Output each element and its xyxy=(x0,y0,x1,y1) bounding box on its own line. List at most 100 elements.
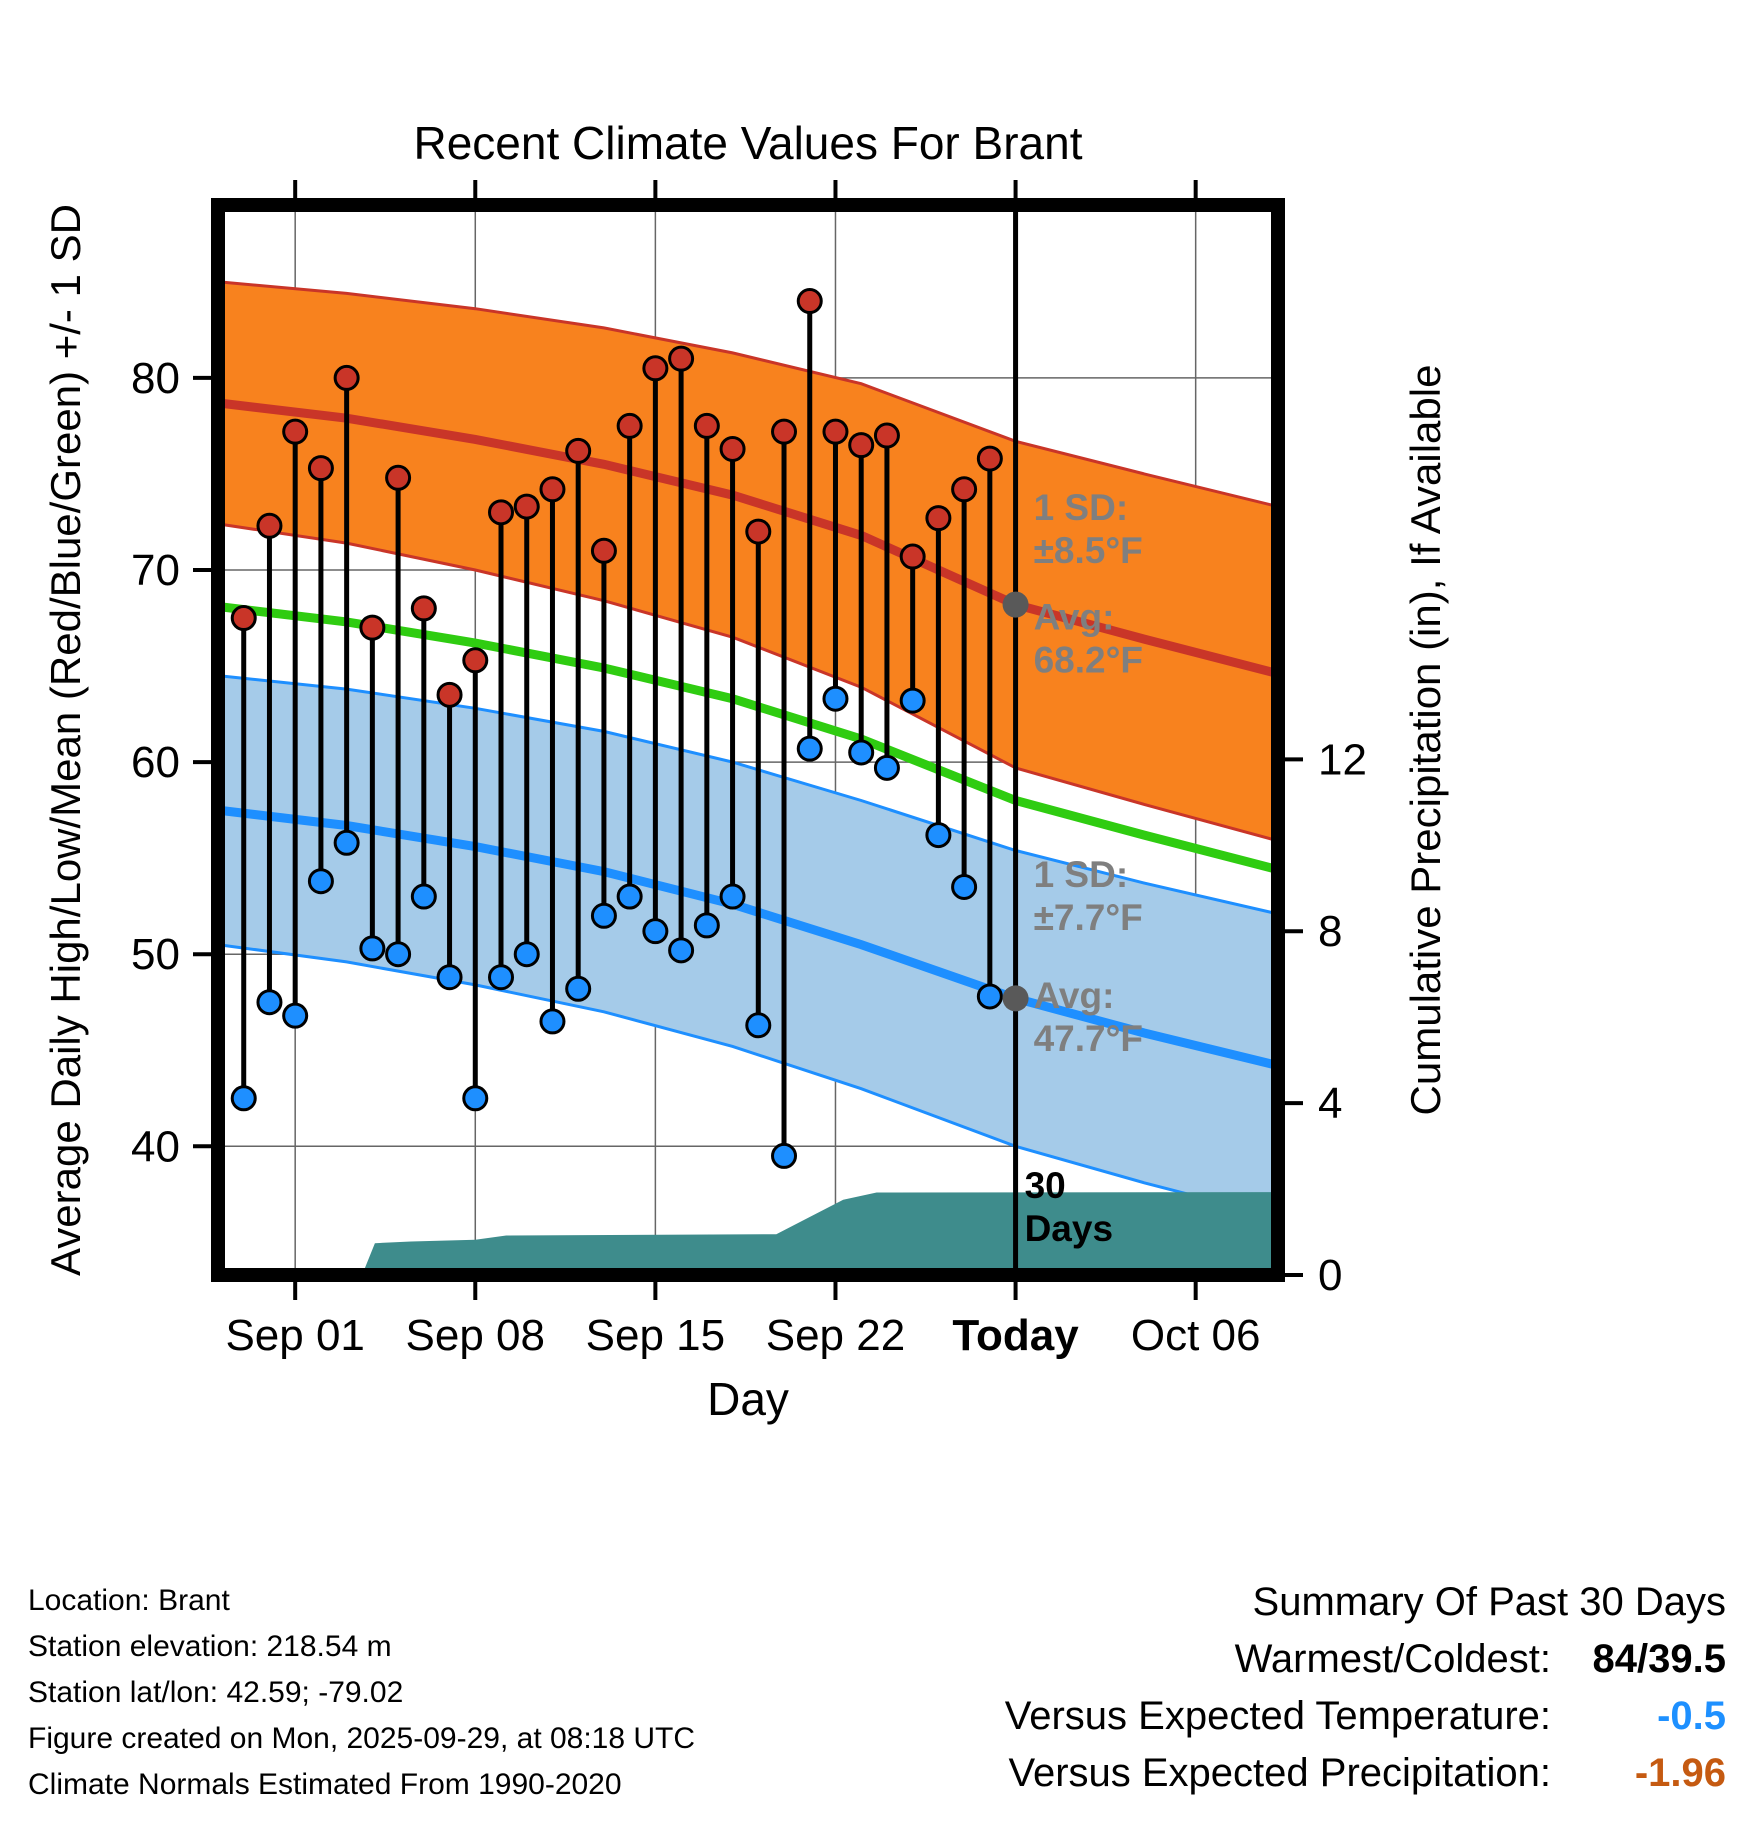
left-axis-title: Average Daily High/Low/Mean (Red/Blue/Gr… xyxy=(42,204,89,1276)
annotation-text: Avg: xyxy=(1034,597,1115,638)
summary-title: Summary Of Past 30 Days xyxy=(1252,1580,1726,1624)
daily-low-dot xyxy=(282,1002,309,1029)
precip-tick-label: 12 xyxy=(1318,735,1367,784)
daily-low-dot xyxy=(668,937,695,964)
annotation-text: 30 xyxy=(1025,1165,1066,1206)
daily-high-dot xyxy=(873,422,900,449)
daily-low-dot xyxy=(513,941,540,968)
low-normal-band xyxy=(218,675,1278,1218)
daily-low-dot xyxy=(410,883,437,910)
temp-tick-label: 60 xyxy=(131,738,180,787)
daily-high-dot xyxy=(513,493,540,520)
x-tick-label: Sep 08 xyxy=(406,1311,545,1360)
daily-high-dot xyxy=(359,614,386,641)
daily-high-dot xyxy=(693,412,720,439)
daily-high-dot xyxy=(307,455,334,482)
avg-marker-dot xyxy=(1002,591,1029,618)
avg-marker-dot xyxy=(1002,985,1029,1012)
summary-value: -1.96 xyxy=(1634,1751,1726,1795)
x-tick-label: Sep 15 xyxy=(586,1311,725,1360)
temp-tick-label: 50 xyxy=(131,930,180,979)
daily-high-dot xyxy=(565,437,592,464)
summary-value: -0.5 xyxy=(1657,1694,1726,1738)
daily-high-dot xyxy=(256,512,283,539)
daily-high-dot xyxy=(668,345,695,372)
daily-low-dot xyxy=(590,902,617,929)
daily-low-dot xyxy=(951,873,978,900)
precip-tick-label: 8 xyxy=(1318,907,1342,956)
precip-tick-label: 0 xyxy=(1318,1251,1342,1300)
summary-row-vs-temperature: Versus Expected Temperature: -0.5 xyxy=(946,1688,1726,1745)
daily-low-dot xyxy=(539,1008,566,1035)
daily-high-dot xyxy=(976,445,1003,472)
daily-low-dot xyxy=(925,822,952,849)
daily-high-dot xyxy=(590,537,617,564)
daily-low-dot xyxy=(230,1085,257,1112)
daily-low-dot xyxy=(745,1012,772,1039)
daily-high-dot xyxy=(462,647,489,674)
footer-created: Figure created on Mon, 2025-09-29, at 08… xyxy=(28,1722,696,1755)
daily-high-dot xyxy=(745,518,772,545)
daily-low-dot xyxy=(899,687,926,714)
annotation-text: 68.2°F xyxy=(1034,640,1143,681)
chart-title: Recent Climate Values For Brant xyxy=(413,117,1083,169)
annotation-text: 47.7°F xyxy=(1034,1018,1143,1059)
station-info: Location: Brant Station elevation: 218.5… xyxy=(28,1578,695,1808)
footer-latlon: Station lat/lon: 42.59; -79.02 xyxy=(28,1676,404,1709)
daily-low-dot xyxy=(462,1085,489,1112)
daily-high-dot xyxy=(771,418,798,445)
right-axis-title: Cumulative Precipitation (in), If Availa… xyxy=(1402,365,1449,1116)
summary-value: 84/39.5 xyxy=(1592,1637,1726,1681)
daily-high-dot xyxy=(848,432,875,459)
daily-high-dot xyxy=(333,364,360,391)
summary-row-warmest-coldest: Warmest/Coldest: 84/39.5 xyxy=(946,1631,1726,1688)
daily-high-dot xyxy=(410,595,437,622)
daily-low-dot xyxy=(436,964,463,991)
temp-tick-label: 40 xyxy=(131,1122,180,1171)
daily-low-dot xyxy=(359,935,386,962)
daily-low-dot xyxy=(976,983,1003,1010)
x-tick-label: Oct 06 xyxy=(1131,1311,1261,1360)
annotation-text: ±8.5°F xyxy=(1034,530,1143,571)
daily-high-dot xyxy=(488,499,515,526)
daily-low-dot xyxy=(616,883,643,910)
temp-tick-label: 70 xyxy=(131,546,180,595)
daily-high-dot xyxy=(616,412,643,439)
daily-high-dot xyxy=(822,418,849,445)
daily-low-dot xyxy=(488,964,515,991)
daily-high-dot xyxy=(951,476,978,503)
daily-low-dot xyxy=(771,1142,798,1169)
annotation-text: Avg: xyxy=(1034,975,1115,1016)
annotation-text: ±7.7°F xyxy=(1034,897,1143,938)
daily-low-dot xyxy=(307,868,334,895)
precip-tick-label: 4 xyxy=(1318,1079,1342,1128)
footer-elevation: Station elevation: 218.54 m xyxy=(28,1630,392,1663)
x-tick-label: Sep 22 xyxy=(766,1311,905,1360)
daily-low-dot xyxy=(256,989,283,1016)
daily-high-dot xyxy=(796,288,823,315)
summary-row-vs-precipitation: Versus Expected Precipitation: -1.96 xyxy=(946,1745,1726,1802)
daily-high-dot xyxy=(925,505,952,532)
summary-panel: Summary Of Past 30 Days Warmest/Coldest:… xyxy=(946,1574,1726,1802)
daily-high-dot xyxy=(899,543,926,570)
annotation-text: Days xyxy=(1025,1208,1113,1249)
daily-low-dot xyxy=(719,883,746,910)
low-band-bottom-edge xyxy=(217,943,1279,1219)
daily-low-dot xyxy=(385,941,412,968)
daily-low-dot xyxy=(642,918,669,945)
daily-high-dot xyxy=(642,355,669,382)
temp-tick-label: 80 xyxy=(131,354,180,403)
annotation-text: 1 SD: xyxy=(1034,854,1129,895)
summary-label: Versus Expected Temperature: xyxy=(1004,1694,1551,1738)
daily-low-dot xyxy=(565,975,592,1002)
high-band-top-edge xyxy=(217,280,1279,509)
daily-low-dot xyxy=(333,829,360,856)
x-axis-title: Day xyxy=(707,1373,789,1425)
daily-low-dot xyxy=(693,912,720,939)
summary-label: Warmest/Coldest: xyxy=(1234,1637,1551,1681)
footer-location: Location: Brant xyxy=(28,1584,230,1617)
daily-high-dot xyxy=(282,418,309,445)
daily-high-dot xyxy=(719,435,746,462)
